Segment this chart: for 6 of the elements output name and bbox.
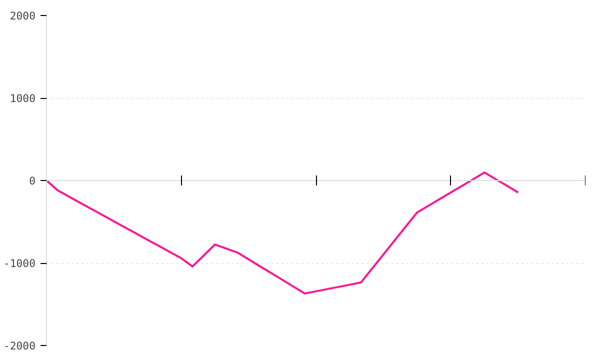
line-series bbox=[46, 171, 520, 295]
y-tick-label: 2000 bbox=[10, 10, 36, 22]
y-tick-label: 1000 bbox=[10, 92, 36, 105]
y-tick-label: 0 bbox=[29, 174, 36, 188]
y-tick-label: -1000 bbox=[3, 257, 36, 270]
y-tick-label: -2000 bbox=[3, 340, 36, 352]
